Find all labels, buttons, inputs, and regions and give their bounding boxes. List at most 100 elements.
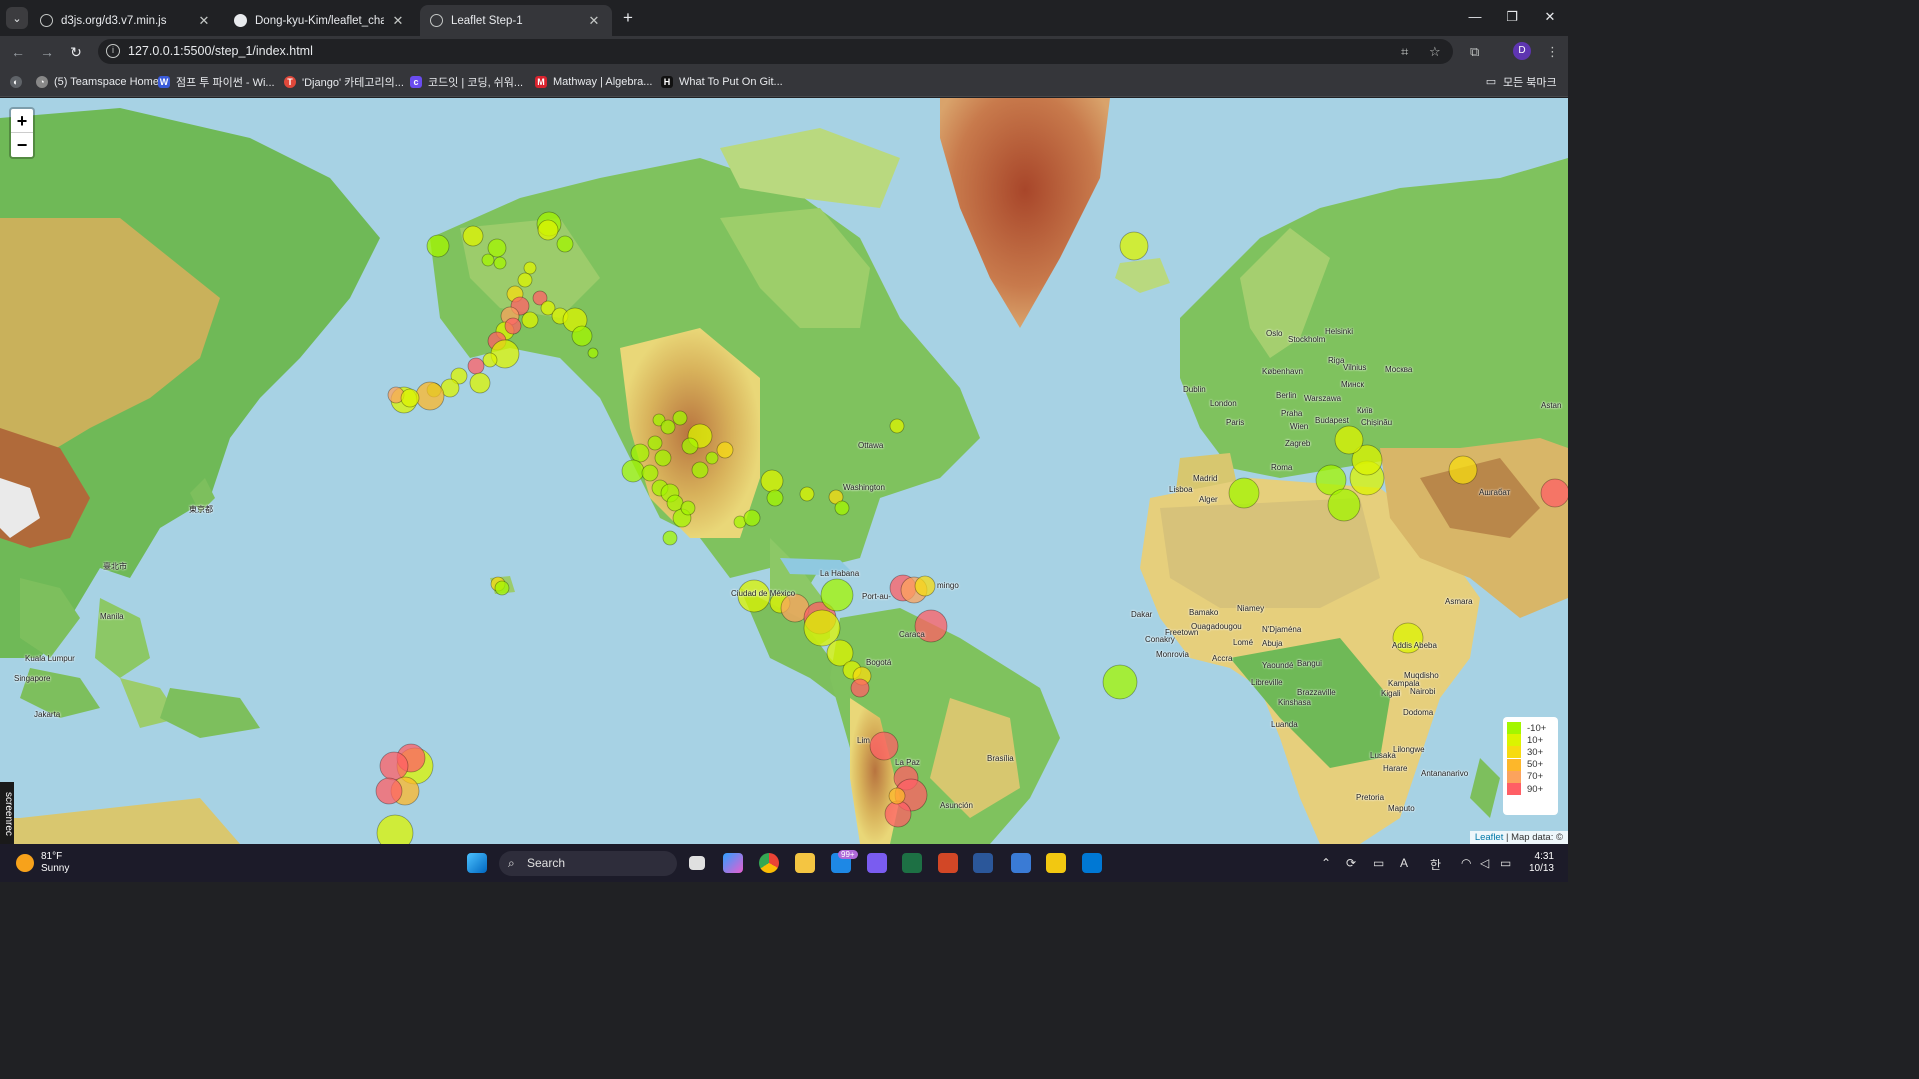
volume-icon[interactable]: ◁ — [1480, 856, 1490, 870]
earthquake-marker[interactable] — [869, 731, 899, 761]
font-icon[interactable]: A — [1400, 856, 1409, 870]
address-bar[interactable]: i 127.0.0.1:5500/step_1/index.html ⌗ ☆ — [98, 39, 1453, 64]
earthquake-marker[interactable] — [850, 678, 870, 698]
earthquake-marker[interactable] — [400, 388, 420, 408]
bookmark-codeit[interactable]: c 코드잇 | 코딩, 쉬워... — [410, 74, 523, 90]
earthquake-marker[interactable] — [1448, 455, 1478, 485]
close-tab-icon[interactable]: ✕ — [588, 12, 600, 28]
file-explorer-icon[interactable] — [795, 853, 815, 873]
earthquake-marker[interactable] — [504, 317, 522, 335]
earthquake-marker[interactable] — [760, 469, 784, 493]
earthquake-marker[interactable] — [914, 575, 936, 597]
bookmark-django[interactable]: T 'Django' 카테고리의... — [284, 74, 404, 90]
close-window-button[interactable]: ✕ — [1544, 9, 1556, 24]
battery-icon[interactable]: ▭ — [1500, 856, 1512, 870]
earthquake-marker[interactable] — [517, 272, 533, 288]
apps-icon[interactable]: ◐ — [10, 74, 28, 90]
earthquake-marker[interactable] — [1102, 664, 1138, 700]
menu-kebab-icon[interactable]: ⋮ — [1546, 44, 1559, 59]
earthquake-marker[interactable] — [1228, 477, 1260, 509]
earthquake-marker[interactable] — [537, 219, 559, 241]
back-button[interactable]: ← — [11, 44, 25, 60]
earthquake-marker[interactable] — [660, 419, 676, 435]
earthquake-marker[interactable] — [799, 486, 815, 502]
earthquake-marker[interactable] — [376, 814, 414, 844]
reload-button[interactable]: ↻ — [70, 44, 82, 60]
earthquake-marker[interactable] — [884, 800, 912, 828]
earthquake-marker[interactable] — [571, 325, 593, 347]
task-view-icon[interactable] — [689, 856, 705, 870]
earthquake-marker[interactable] — [415, 381, 445, 411]
earthquake-marker[interactable] — [888, 787, 906, 805]
earthquake-marker[interactable] — [587, 347, 599, 359]
earthquake-marker[interactable] — [481, 253, 495, 267]
earthquake-marker[interactable] — [1119, 231, 1149, 261]
earthquake-marker[interactable] — [828, 489, 844, 505]
earthquake-marker[interactable] — [654, 449, 672, 467]
forward-button[interactable]: → — [40, 44, 54, 60]
earthquake-marker[interactable] — [1392, 622, 1424, 654]
zoom-in-button[interactable]: + — [11, 109, 33, 133]
close-tab-icon[interactable]: ✕ — [198, 12, 210, 28]
bookmark-mathway[interactable]: M Mathway | Algebra... — [535, 74, 652, 90]
earthquake-marker[interactable] — [716, 441, 734, 459]
leaflet-attribution-link[interactable]: Leaflet — [1474, 832, 1504, 843]
all-bookmarks-button[interactable]: ▭ 모든 북마크 — [1485, 74, 1557, 90]
tab-d3js[interactable]: d3js.org/d3.v7.min.js ✕ — [30, 5, 222, 36]
new-tab-button[interactable]: + — [623, 8, 633, 27]
excel-icon[interactable] — [902, 853, 922, 873]
minimize-button[interactable]: — — [1468, 9, 1482, 24]
earthquake-marker[interactable] — [680, 500, 696, 516]
power-bi-icon[interactable] — [1046, 853, 1066, 873]
earthquake-marker[interactable] — [521, 311, 539, 329]
tab-leaflet-step-1[interactable]: Leaflet Step-1 ✕ — [420, 5, 612, 36]
tab-github[interactable]: Dong-kyu-Kim/leaflet_challeng ✕ — [224, 5, 416, 36]
earthquake-marker[interactable] — [1540, 478, 1568, 508]
vscode-icon[interactable] — [1082, 853, 1102, 873]
weather-widget[interactable]: 81°F Sunny — [41, 851, 69, 875]
earthquake-marker[interactable] — [743, 509, 761, 527]
chrome-icon[interactable] — [759, 853, 779, 873]
earthquake-marker[interactable] — [630, 443, 650, 463]
earthquake-marker[interactable] — [487, 238, 507, 258]
earthquake-marker[interactable] — [1327, 488, 1361, 522]
earthquake-marker[interactable] — [766, 489, 784, 507]
earthquake-marker[interactable] — [662, 530, 678, 546]
extensions-icon[interactable]: ⧉ — [1470, 44, 1480, 59]
earthquake-marker[interactable] — [914, 609, 948, 643]
earthquake-marker[interactable] — [1351, 444, 1383, 476]
earthquake-marker[interactable] — [820, 578, 854, 612]
zoom-out-button[interactable]: − — [16, 135, 28, 155]
earthquake-marker[interactable] — [523, 261, 537, 275]
earthquake-marker[interactable] — [681, 437, 699, 455]
earthquake-marker[interactable] — [532, 290, 548, 306]
start-windows-icon[interactable] — [467, 853, 487, 873]
restore-button[interactable]: ❐ — [1506, 9, 1518, 24]
earthquake-marker[interactable] — [493, 256, 507, 270]
app-icon[interactable] — [1011, 853, 1031, 873]
earthquake-marker[interactable] — [556, 235, 574, 253]
powerpoint-icon[interactable] — [938, 853, 958, 873]
clock[interactable]: 4:31 10/13 — [1520, 851, 1554, 875]
earthquake-marker[interactable] — [826, 639, 854, 667]
earthquake-marker[interactable] — [691, 461, 709, 479]
screen-recorder-tab[interactable]: screenrec — [0, 782, 14, 846]
translate-icon[interactable]: ⌗ — [1401, 44, 1409, 59]
word-icon[interactable] — [973, 853, 993, 873]
earthquake-marker[interactable] — [652, 413, 666, 427]
profile-avatar[interactable]: D — [1513, 42, 1531, 60]
earthquake-marker[interactable] — [379, 751, 409, 781]
earthquake-marker[interactable] — [469, 372, 491, 394]
earthquake-marker[interactable] — [666, 494, 684, 512]
site-info-icon[interactable]: i — [106, 44, 120, 58]
earthquake-marker[interactable] — [737, 579, 771, 613]
sun-icon[interactable] — [16, 854, 34, 872]
earthquake-marker[interactable] — [467, 357, 485, 375]
earthquake-marker[interactable] — [1334, 425, 1364, 455]
copilot-icon[interactable] — [723, 853, 743, 873]
app-icon[interactable] — [867, 853, 887, 873]
earthquake-marker[interactable] — [375, 777, 403, 805]
bookmark-what-to-put-on-github[interactable]: H What To Put On Git... — [661, 74, 783, 90]
close-tab-icon[interactable]: ✕ — [392, 12, 404, 28]
cast-icon[interactable]: ▭ — [1373, 856, 1385, 870]
